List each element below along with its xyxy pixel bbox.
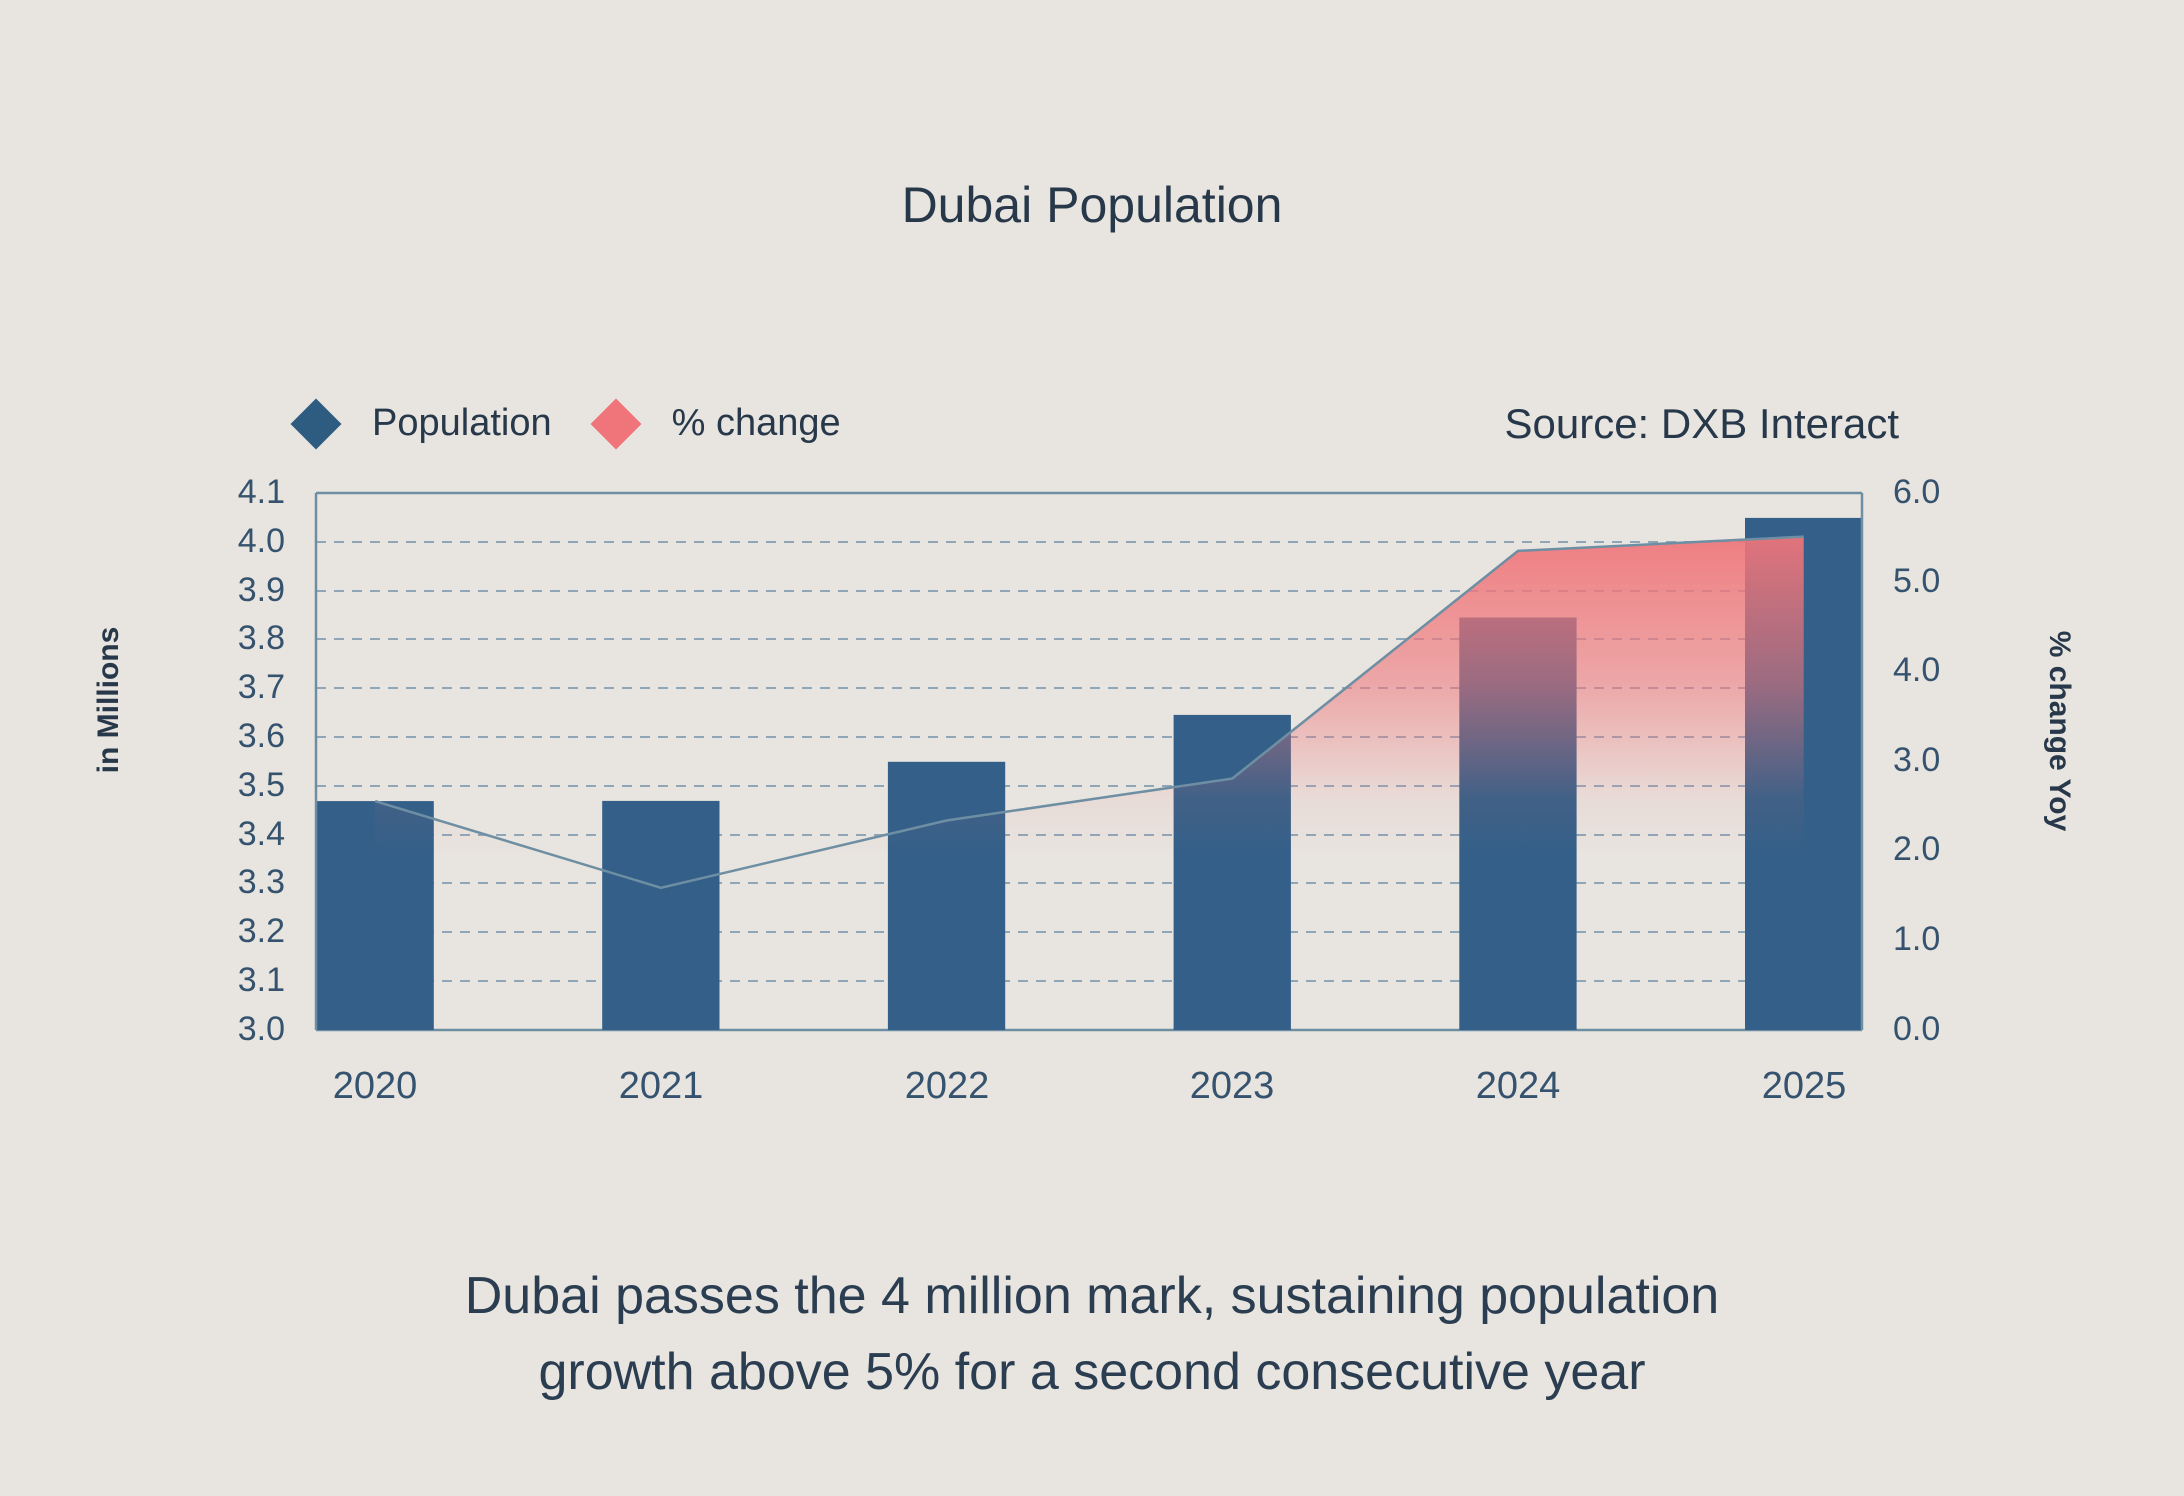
- svg-text:1.0: 1.0: [1893, 920, 1940, 958]
- svg-text:3.3: 3.3: [238, 863, 285, 901]
- svg-text:6.0: 6.0: [1893, 473, 1940, 511]
- svg-text:2023: 2023: [1190, 1065, 1275, 1107]
- svg-text:2024: 2024: [1476, 1065, 1561, 1107]
- svg-text:4.0: 4.0: [238, 522, 285, 560]
- svg-text:2020: 2020: [333, 1065, 418, 1107]
- svg-text:0.0: 0.0: [1893, 1010, 1940, 1048]
- svg-text:3.2: 3.2: [238, 912, 285, 950]
- svg-text:2.0: 2.0: [1893, 830, 1940, 868]
- svg-text:2025: 2025: [1762, 1065, 1847, 1107]
- svg-text:4.1: 4.1: [238, 473, 285, 511]
- svg-text:3.9: 3.9: [238, 571, 285, 609]
- svg-text:3.7: 3.7: [238, 668, 285, 706]
- svg-text:4.0: 4.0: [1893, 651, 1940, 689]
- svg-text:2021: 2021: [619, 1065, 704, 1107]
- svg-text:3.0: 3.0: [1893, 741, 1940, 779]
- svg-text:% change Yoy: % change Yoy: [2043, 631, 2076, 832]
- svg-text:3.8: 3.8: [238, 619, 285, 657]
- svg-text:3.1: 3.1: [238, 961, 285, 999]
- svg-text:2022: 2022: [905, 1065, 990, 1107]
- svg-text:in Millions: in Millions: [92, 627, 125, 774]
- svg-text:3.5: 3.5: [238, 766, 285, 804]
- svg-text:3.6: 3.6: [238, 717, 285, 755]
- svg-text:5.0: 5.0: [1893, 562, 1940, 600]
- svg-text:3.0: 3.0: [238, 1010, 285, 1048]
- svg-text:3.4: 3.4: [238, 815, 285, 853]
